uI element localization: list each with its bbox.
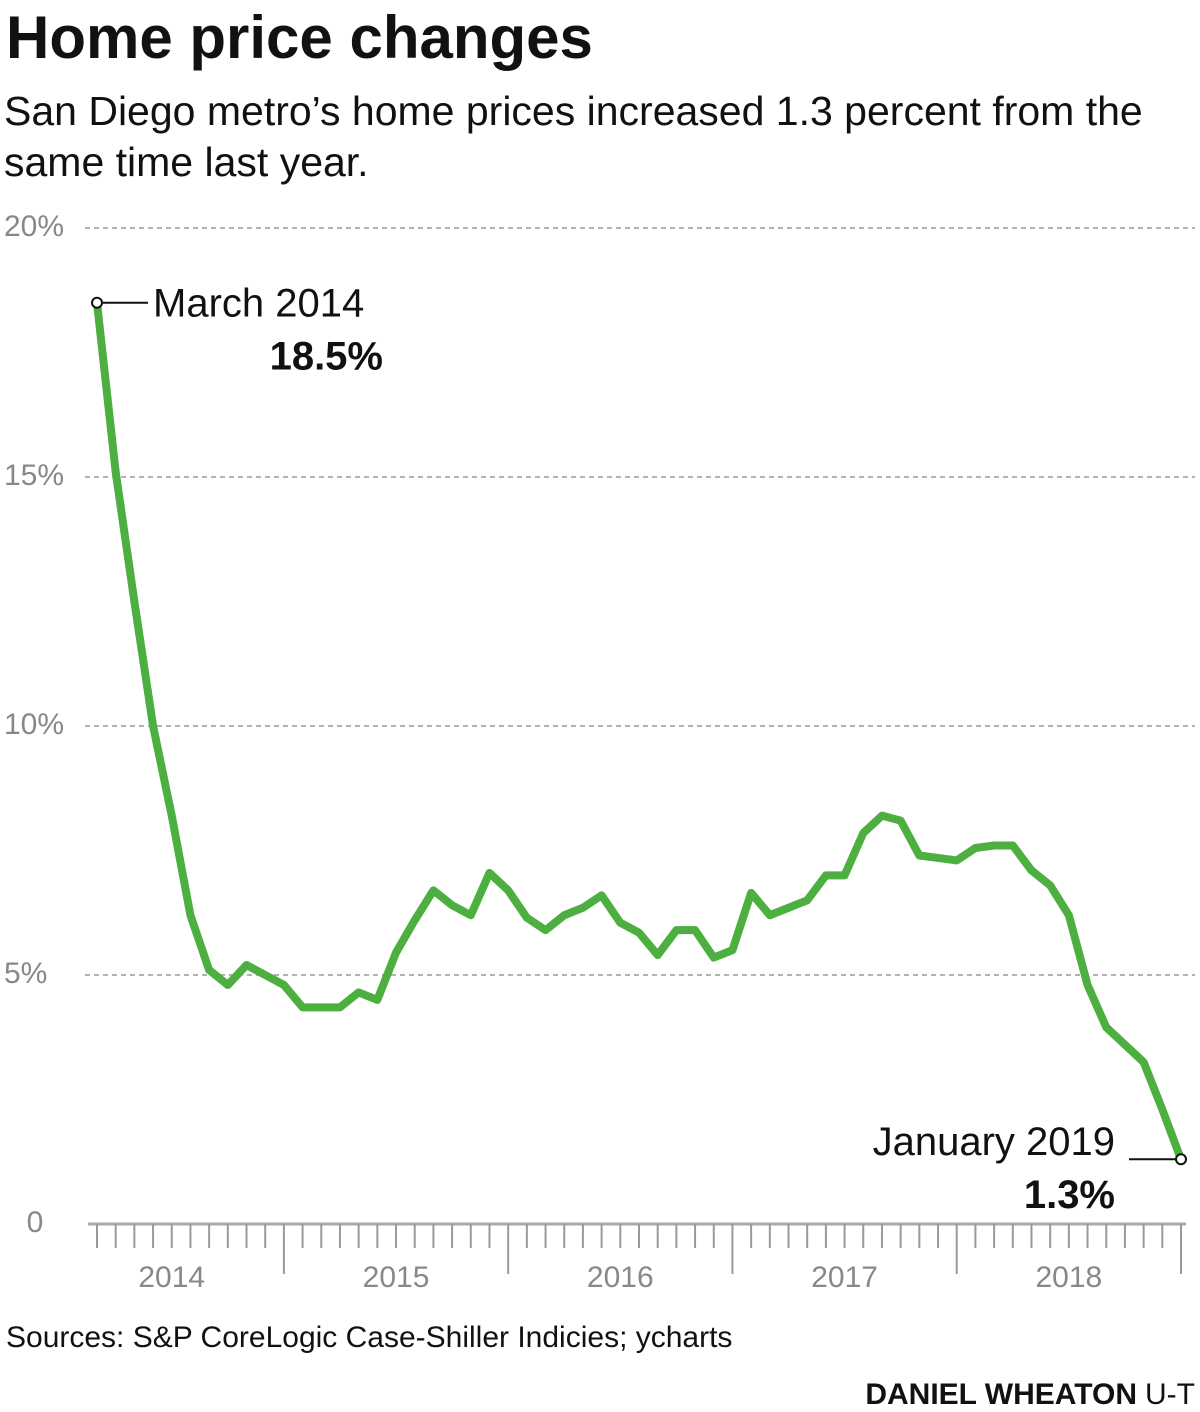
point-marker (1175, 1153, 1187, 1166)
y-tick-label: 0 (27, 1206, 44, 1239)
chart-subtitle: San Diego metro’s home prices increased … (4, 88, 1143, 185)
y-tick-label: 5% (4, 957, 47, 990)
line (93, 298, 1185, 1164)
point-label: March 2014 (153, 281, 364, 325)
chart-title: Home price changes (6, 4, 593, 71)
x-tick-label: 2014 (138, 1261, 205, 1294)
source: Sources: S&P CoreLogic Case-Shiller Indi… (6, 1321, 732, 1354)
value-label: 1.3% (1024, 1173, 1115, 1217)
x-tick-label: 2018 (1035, 1261, 1102, 1294)
y-tick-label: 15% (4, 459, 64, 492)
x-tick-label: 2016 (587, 1261, 654, 1294)
credit-org: U-T (1145, 1378, 1195, 1411)
y-tick-label: 10% (4, 708, 64, 741)
point-marker (91, 296, 103, 309)
credit-line: DANIEL WHEATON U-T (865, 1378, 1195, 1411)
subtitle-box: San Diego metro’s home prices increased … (4, 88, 1143, 185)
x-tick-label: 2017 (811, 1261, 878, 1294)
value-label: 18.5% (270, 334, 383, 378)
x-tick-label: 2015 (363, 1261, 430, 1294)
credit: DANIEL WHEATON (865, 1378, 1137, 1411)
point-label: January 2019 (873, 1120, 1115, 1164)
y-tick-label: 20% (4, 210, 64, 243)
